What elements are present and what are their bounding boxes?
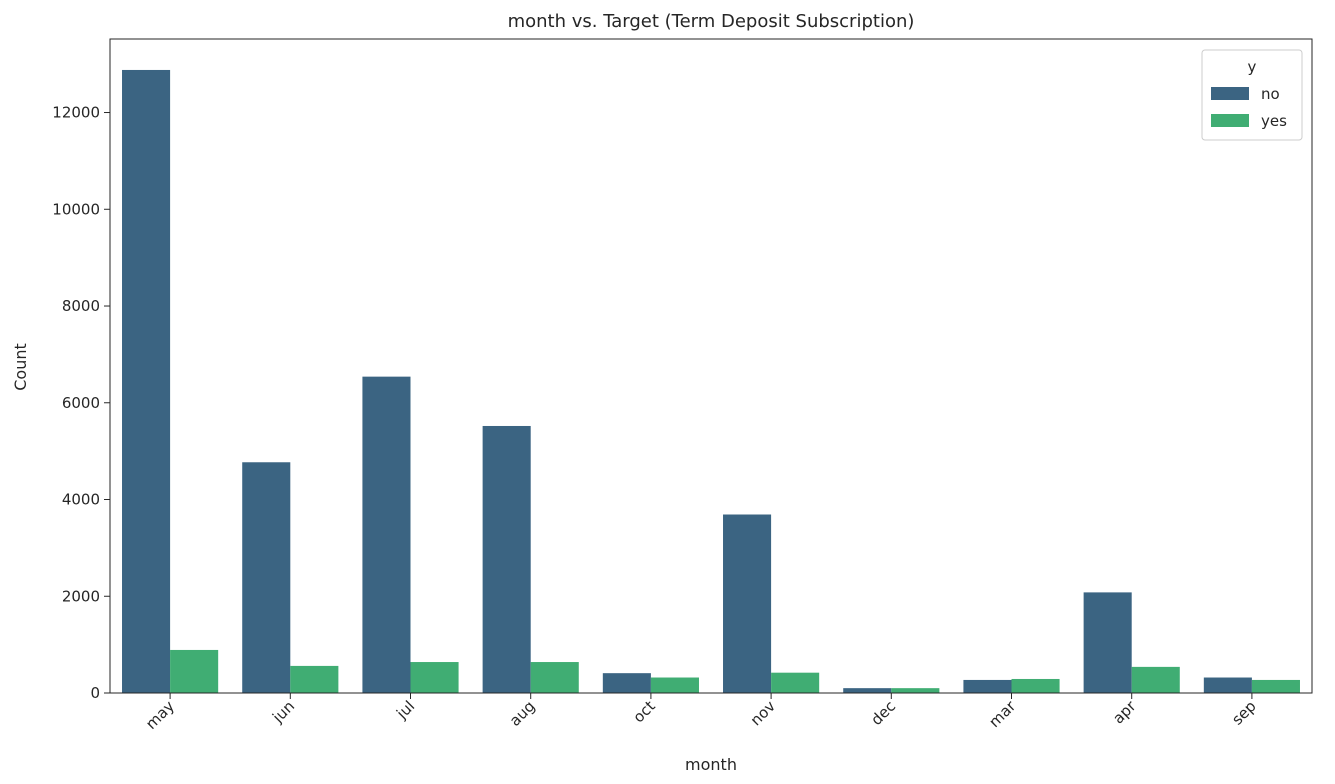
x-tick-label-may: may [142,697,178,733]
bar-oct-no [602,673,651,693]
y-tick-label: 0 [90,684,100,702]
bar-sep-no [1203,677,1252,693]
bar-may-yes [170,649,219,693]
legend-label-no: no [1261,85,1280,103]
bar-nov-yes [771,672,820,693]
bars-layer [122,69,1300,693]
bar-sep-yes [1251,679,1300,693]
bar-jul-yes [410,662,459,693]
bar-jul-no [362,376,411,693]
y-tick-label: 4000 [62,491,100,509]
x-tick-label-aug: aug [506,697,539,730]
bar-mar-no [963,679,1012,693]
bar-dec-no [843,688,892,693]
x-tick-label-nov: nov [747,697,779,729]
bar-jun-no [242,462,291,693]
x-axis-label: month [685,755,737,774]
legend-title: y [1248,58,1257,76]
y-tick-label: 10000 [52,200,100,218]
x-tick-label-dec: dec [867,697,899,729]
x-tick-label-oct: oct [630,697,659,726]
x-tick-label-jun: jun [268,697,298,727]
y-axis-label: Count [11,343,30,391]
bar-aug-yes [530,662,579,693]
legend-swatch-no [1211,87,1249,100]
bar-apr-yes [1131,666,1180,693]
bar-nov-no [723,514,772,693]
y-axis-ticks: 0 2000 4000 6000 8000 10000 12000 [52,104,110,702]
x-tick-label-jul: jul [392,697,418,723]
y-tick-label: 6000 [62,394,100,412]
legend: yno yes [1201,49,1303,141]
x-tick-label-mar: mar [985,697,1020,732]
bar-mar-yes [1011,678,1060,693]
y-tick-label: 2000 [62,587,100,605]
x-tick-label-sep: sep [1228,697,1260,729]
bar-jun-yes [290,665,339,693]
bar-oct-yes [650,677,699,693]
x-tick-label-apr: apr [1109,697,1140,728]
chart-title: month vs. Target (Term Deposit Subscript… [508,11,915,32]
bar-may-no [122,69,171,693]
bar-aug-no [482,425,531,693]
plot-frame [109,38,1313,694]
bar-dec-yes [891,688,940,693]
legend-swatch-yes [1211,114,1249,127]
bar-apr-no [1083,592,1132,693]
x-axis-ticks: may jun jul aug oct nov dec mar apr sep [142,693,1260,733]
legend-label-yes: yes [1261,112,1287,130]
y-tick-label: 12000 [52,104,100,122]
y-tick-label: 8000 [62,297,100,315]
